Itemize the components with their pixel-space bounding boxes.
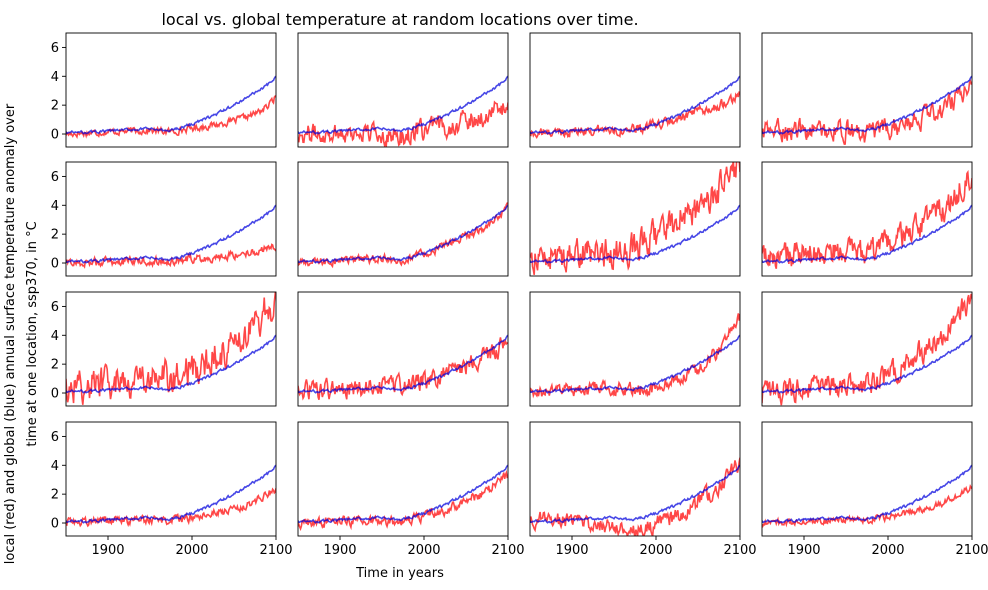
series-global-line xyxy=(762,334,972,394)
series-global-line xyxy=(298,204,508,264)
panel-frame xyxy=(297,161,509,277)
y-tick-label: 6 xyxy=(51,41,59,56)
series-local-line xyxy=(298,202,508,269)
panel-frame xyxy=(65,421,277,537)
panel-frame xyxy=(761,291,973,407)
x-tick-label: 2000 xyxy=(407,543,440,558)
series-local-line xyxy=(762,78,972,145)
series-global-line xyxy=(66,464,276,524)
x-tick-label: 1900 xyxy=(555,543,588,558)
y-tick-label: 4 xyxy=(51,329,59,344)
series-global-line xyxy=(762,204,972,264)
x-tick-label: 1900 xyxy=(91,543,124,558)
y-tick-label: 0 xyxy=(51,517,59,532)
x-tick-label: 2000 xyxy=(175,543,208,558)
panel-2 xyxy=(297,32,509,148)
y-axis-label: local (red) and global (blue) annual sur… xyxy=(3,103,40,564)
x-tick-label: 2100 xyxy=(955,543,988,558)
series-global-line xyxy=(66,334,276,394)
panel-frame xyxy=(761,161,973,277)
series-global-line xyxy=(298,334,508,394)
series-global-line xyxy=(298,464,508,524)
x-tick-label: 1900 xyxy=(787,543,820,558)
series-local-line xyxy=(298,469,508,532)
panel-grid: 0 2 4 6 0 2 4 6 0 2 4 6 0 2 4 6 1900 2000 2100 1900 2000 2100… xyxy=(51,32,988,558)
panel-frame xyxy=(761,421,973,537)
panel-15: 1900 2000 2100 xyxy=(529,421,757,558)
panel-frame xyxy=(297,32,509,148)
y-tick-label: 2 xyxy=(51,488,59,503)
series-global-line xyxy=(298,75,508,135)
series-local-line xyxy=(762,293,972,406)
series-global-line xyxy=(66,204,276,264)
x-axis-label: Time in years xyxy=(355,566,444,581)
panel-3 xyxy=(529,32,741,148)
panel-10 xyxy=(297,291,509,407)
series-local-line xyxy=(66,292,276,405)
panel-frame xyxy=(65,291,277,407)
panel-frame xyxy=(529,421,741,537)
panel-4 xyxy=(761,32,973,148)
y-tick-label: 0 xyxy=(51,387,59,402)
y-tick-label: 6 xyxy=(51,170,59,185)
series-global-line xyxy=(66,75,276,135)
panel-frame xyxy=(529,161,741,277)
series-global-line xyxy=(530,75,740,135)
panel-frame xyxy=(297,421,509,537)
x-tick-label: 2100 xyxy=(259,543,292,558)
panel-1: 0 2 4 6 xyxy=(51,32,277,148)
panel-7 xyxy=(529,161,741,277)
series-local-line xyxy=(530,91,740,139)
y-tick-label: 6 xyxy=(51,430,59,445)
panel-8 xyxy=(761,161,973,277)
panel-9: 0 2 4 6 xyxy=(51,291,277,407)
series-global-line xyxy=(762,75,972,135)
series-local-line xyxy=(298,100,508,147)
panel-5: 0 2 4 6 xyxy=(51,161,277,277)
series-local-line xyxy=(530,162,740,275)
panel-13: 0 2 4 6 1900 2000 2100 xyxy=(51,421,293,558)
series-local-line xyxy=(298,337,508,401)
y-tick-label: 6 xyxy=(51,300,59,315)
panel-frame xyxy=(65,161,277,277)
y-tick-label: 4 xyxy=(51,199,59,214)
x-tick-label: 2100 xyxy=(491,543,524,558)
y-axis-label-line2: time at one location, ssp370, in °C xyxy=(25,221,40,446)
panel-frame xyxy=(529,32,741,148)
x-tick-label: 2100 xyxy=(723,543,756,558)
y-tick-label: 4 xyxy=(51,459,59,474)
series-local-line xyxy=(530,313,740,399)
y-tick-label: 4 xyxy=(51,70,59,85)
chart-title: local vs. global temperature at random l… xyxy=(161,10,638,29)
series-global-line xyxy=(530,464,740,524)
panel-frame xyxy=(761,32,973,148)
y-tick-label: 0 xyxy=(51,257,59,272)
y-tick-label: 2 xyxy=(51,99,59,114)
panel-11 xyxy=(529,291,741,407)
panel-16: 1900 2000 2100 xyxy=(761,421,988,558)
x-tick-label: 2000 xyxy=(639,543,672,558)
panel-6 xyxy=(297,161,509,277)
panel-14: 1900 2000 2100 xyxy=(297,421,525,558)
x-tick-label: 1900 xyxy=(323,543,356,558)
y-axis-label-line1: local (red) and global (blue) annual sur… xyxy=(3,103,18,564)
panel-frame xyxy=(529,291,741,407)
series-local-line xyxy=(530,457,740,536)
series-global-line xyxy=(762,464,972,524)
panel-frame xyxy=(297,291,509,407)
series-local-line xyxy=(762,169,972,269)
panel-12 xyxy=(761,291,973,407)
series-local-line xyxy=(66,243,276,269)
panel-frame xyxy=(65,32,277,148)
x-tick-label: 2000 xyxy=(871,543,904,558)
y-tick-label: 2 xyxy=(51,228,59,243)
series-global-line xyxy=(530,334,740,394)
y-tick-label: 0 xyxy=(51,128,59,143)
y-tick-label: 2 xyxy=(51,358,59,373)
series-global-line xyxy=(530,204,740,264)
